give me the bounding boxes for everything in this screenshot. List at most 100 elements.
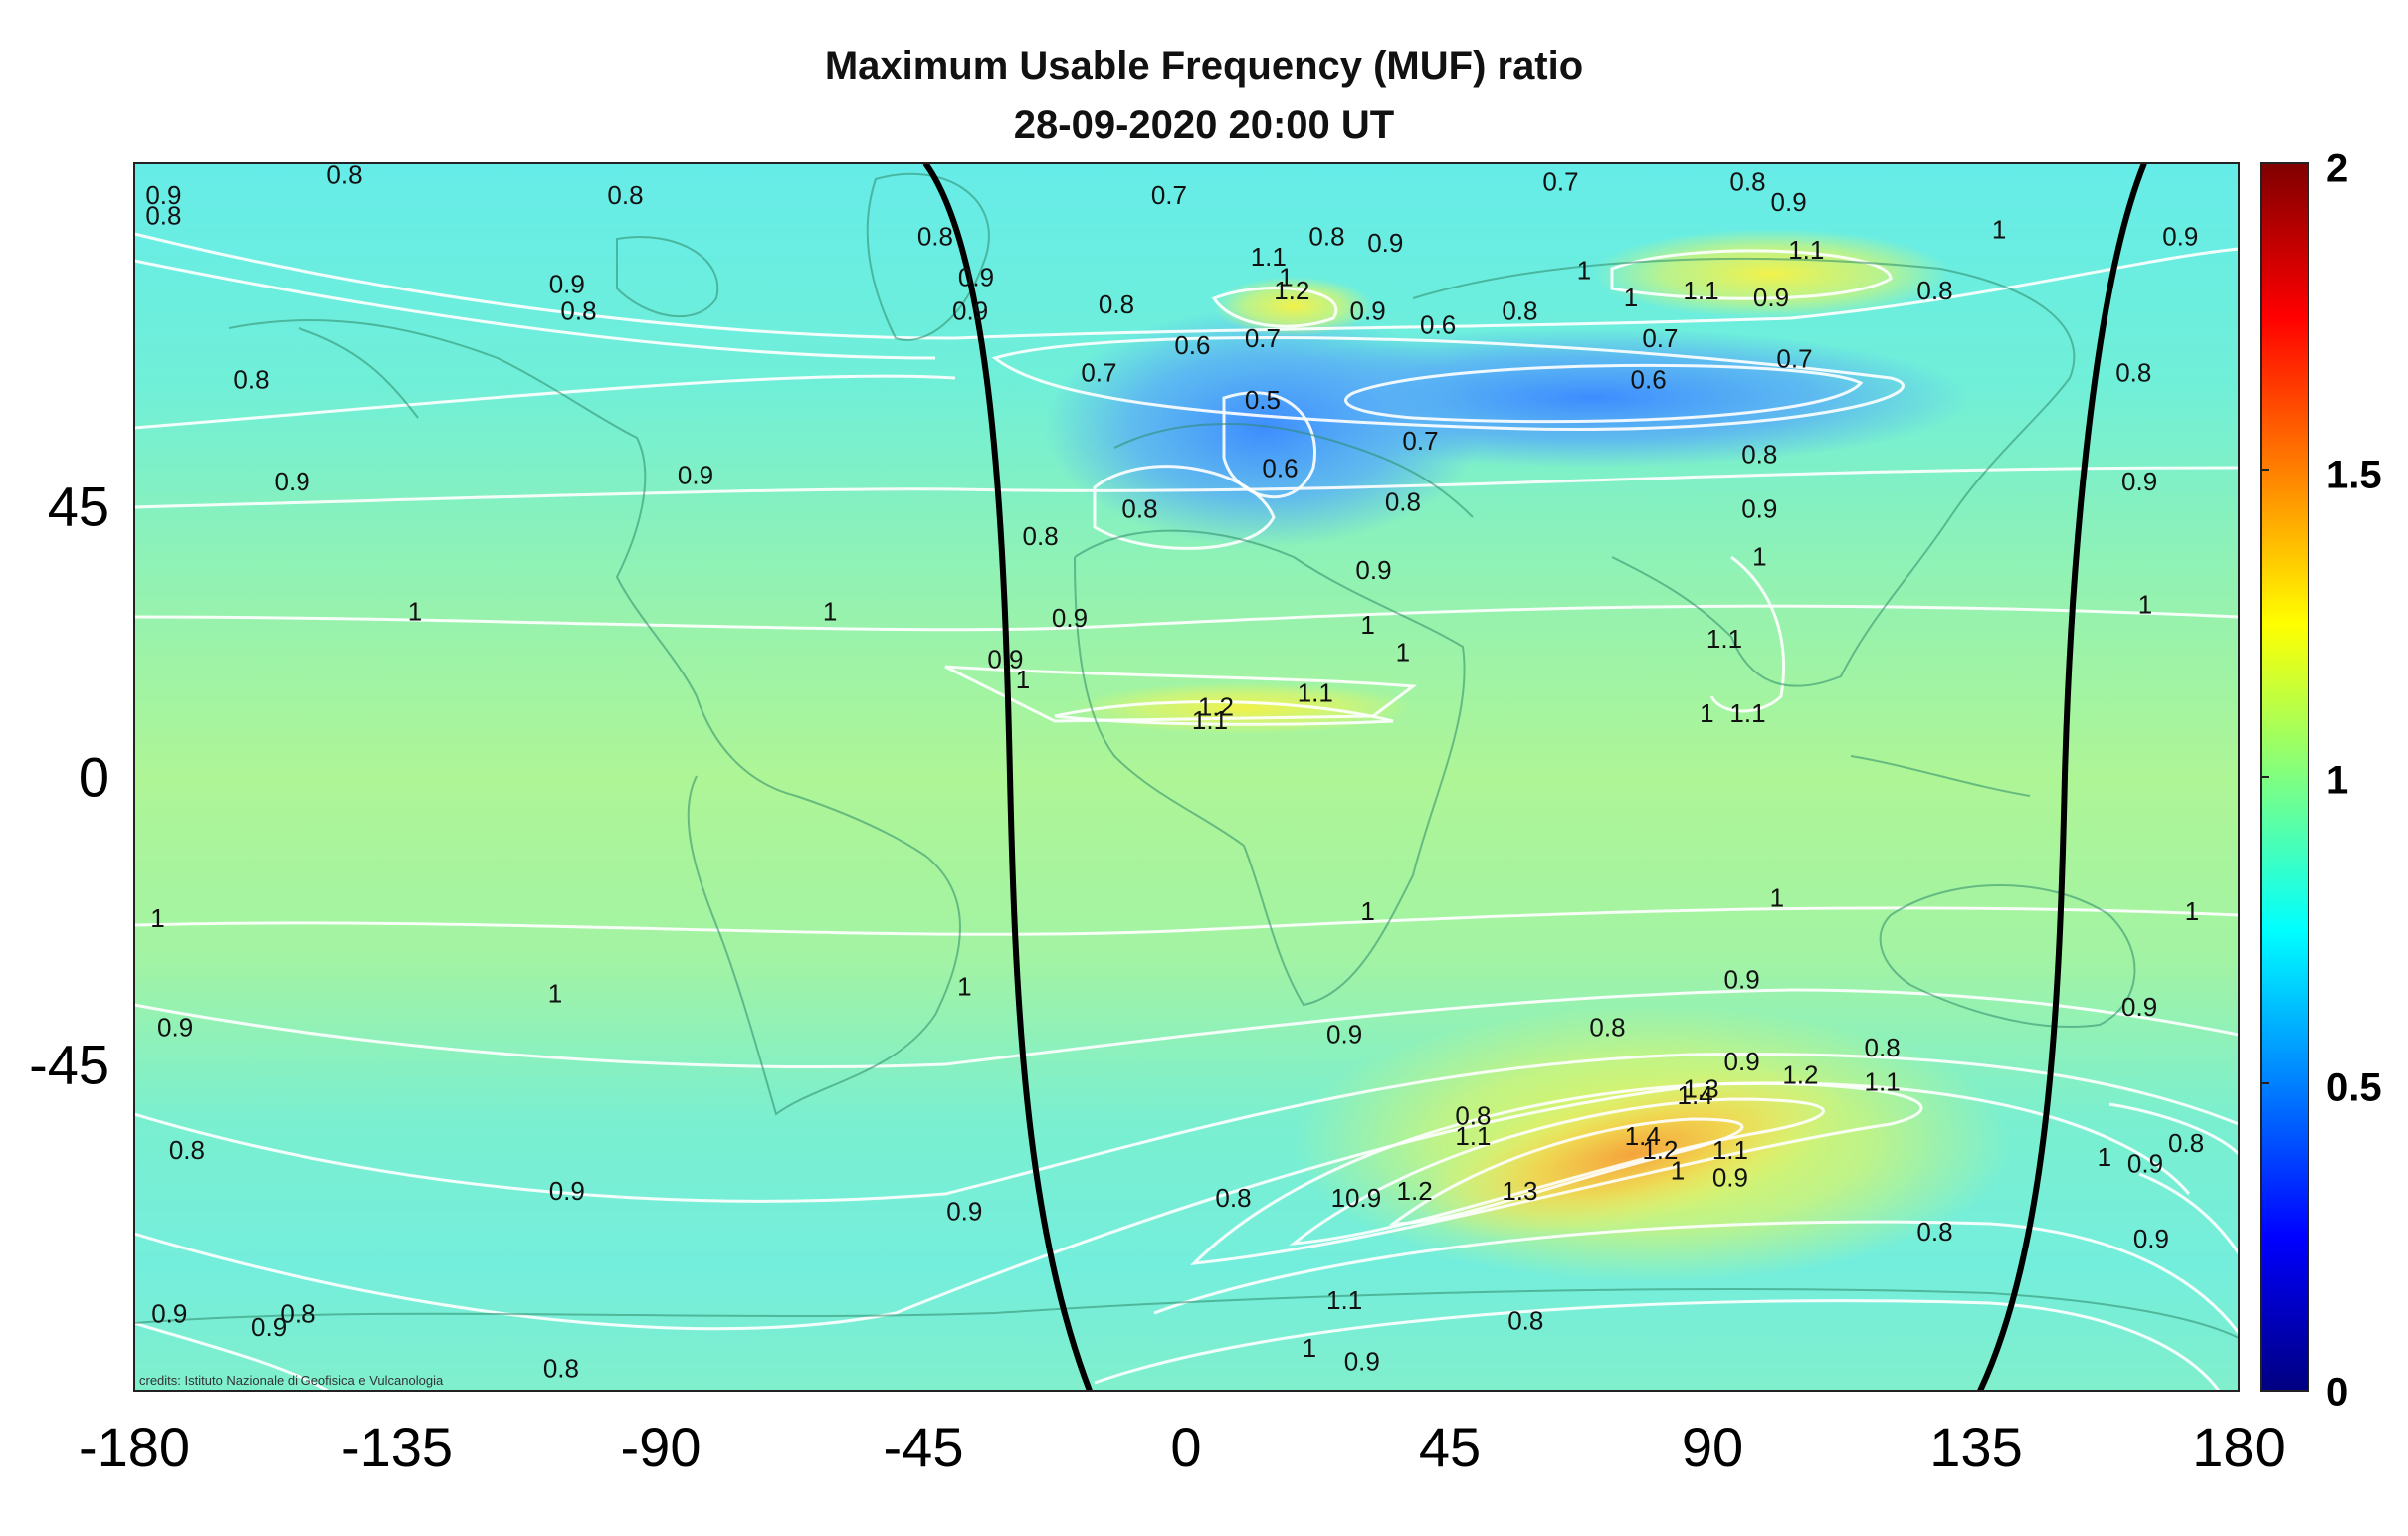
contour-label: 0.7	[1081, 357, 1116, 387]
contour-line	[134, 232, 2239, 340]
contour-label: 1.2	[1782, 1059, 1818, 1089]
contour-label: 0.8	[2115, 357, 2151, 387]
contour-label: 0.7	[1776, 344, 1812, 374]
contour-label: 0.9	[2133, 1224, 2169, 1253]
contour-label: 0.8	[607, 180, 643, 210]
contour-label: 0.9	[1350, 296, 1386, 326]
contour-label: 1.3	[1683, 1073, 1718, 1103]
contour-label: 1.1	[1865, 1066, 1901, 1096]
contour-label: 0.8	[1121, 493, 1157, 523]
chart-subtitle: 28-09-2020 20:00 UT	[1013, 103, 1395, 147]
contour-label: 0.6	[1420, 309, 1456, 339]
contour-label: 0.8	[543, 1353, 579, 1383]
contour-label: 0.9	[1326, 1019, 1362, 1049]
contour-line	[134, 988, 2239, 1068]
contour-label: 0.7	[1642, 323, 1678, 353]
x-tick-label: -135	[340, 1416, 454, 1478]
contour-label: 1.2	[1642, 1135, 1678, 1165]
y-tick-label: 45	[47, 475, 109, 538]
contour-label: 0.9	[151, 1298, 187, 1328]
contour-line	[2138, 1172, 2239, 1254]
contour-label: 0.9	[1771, 187, 1807, 217]
contour-label: 1	[2138, 589, 2152, 619]
contour-line	[134, 604, 2239, 632]
contour-label: 0.9	[1724, 1047, 1760, 1076]
x-tick-label: 45	[1418, 1416, 1482, 1478]
contour-label: 0.9	[987, 644, 1023, 673]
contour-line	[1610, 249, 1893, 300]
contour-line	[1094, 1299, 2221, 1391]
contour-label: 1.1	[1712, 1135, 1748, 1165]
colorbar-tick-label: 2	[2326, 146, 2349, 191]
contour-label: 0.9	[2121, 467, 2157, 496]
contour-label: 0.8	[1507, 1305, 1543, 1335]
contour-label: 0.5	[1245, 385, 1281, 415]
contour-label: 1	[548, 978, 562, 1008]
contour-label: 0.8	[1385, 487, 1421, 517]
coastline-asia	[1412, 258, 2076, 687]
contour-lines	[134, 232, 2239, 1391]
contour-line	[134, 1053, 2239, 1203]
contour-label: 1.1	[1298, 678, 1333, 708]
contour-label: 1	[1671, 1155, 1685, 1185]
contour-label: 1	[2098, 1142, 2111, 1172]
contour-label: 0.9	[2127, 1149, 2163, 1179]
coastline-antarctica	[134, 1288, 2239, 1339]
y-tick-label: 0	[78, 745, 109, 809]
y-tick-label: -45	[29, 1033, 109, 1096]
contour-label: 0.9	[2162, 221, 2198, 251]
colorbar-ticks	[2261, 162, 2269, 1392]
contour-line	[1054, 700, 1394, 726]
contour-label: 1.2	[1198, 691, 1234, 721]
contour-label: 1.1	[1455, 1121, 1491, 1151]
colorbar-tick-label: 0	[2326, 1370, 2349, 1415]
credit-text: credits: Istituto Nazionale di Geofisica…	[139, 1373, 444, 1388]
contour-label: 0.8	[1215, 1183, 1251, 1213]
contour-label: 0.9	[1052, 603, 1088, 633]
contour-label: 1	[1396, 637, 1410, 667]
contour-label: 1	[1770, 882, 1784, 912]
contour-label: 0.8	[560, 296, 596, 326]
contour-label: 0.9	[1712, 1162, 1748, 1192]
contour-label: 1	[1577, 256, 1591, 286]
contour-line	[134, 374, 956, 430]
contour-line	[1344, 363, 1864, 424]
contour-label: 1.1	[1326, 1285, 1362, 1315]
x-tick-label: -45	[883, 1416, 964, 1478]
contour-line	[134, 466, 2239, 509]
colorbar-tick-label: 0.5	[2326, 1065, 2382, 1110]
colorbar-tick-label: 1	[2326, 758, 2349, 803]
contour-label: 1	[1303, 1333, 1316, 1363]
contour-label: 1	[957, 971, 971, 1001]
contour-label: 1.2	[1274, 276, 1309, 305]
coastlines	[134, 172, 2239, 1339]
contour-label: 0.7	[1402, 426, 1438, 456]
contour-label: 1	[150, 903, 164, 933]
contour-label: 1	[2185, 896, 2199, 926]
coastline-indonesia	[1850, 755, 2031, 797]
high-muf-region-scandinavia	[1214, 277, 1373, 336]
contour-label: 1.3	[1502, 1176, 1537, 1206]
contour-label: 1.1	[1729, 698, 1765, 728]
contour-line	[134, 906, 2239, 936]
contour-line	[1388, 1117, 1744, 1226]
contour-label: 1	[1752, 541, 1766, 571]
contour-label: 0.8	[233, 364, 269, 394]
contour-label: 0.7	[1151, 180, 1187, 210]
muf-field: 0.90.80.80.80.90.80.80.9 0.91 10.80.90.90.…	[134, 163, 2239, 1391]
x-tick-label: 90	[1681, 1416, 1744, 1478]
contour-label: 0.8	[1916, 1217, 1952, 1247]
contour-line	[1289, 1097, 1825, 1246]
contour-label: 0.8	[145, 201, 181, 231]
contour-label: 0.8	[2168, 1128, 2204, 1158]
contour-label: 0.9	[958, 262, 994, 291]
contour-label: 0.8	[1023, 521, 1059, 551]
contour-label: 1.2	[1397, 1176, 1433, 1206]
coastline-greenland	[866, 172, 990, 341]
contour-labels: 0.90.80.80.80.90.80.80.9 0.91 10.80.90.90.…	[145, 163, 2204, 1383]
contour-label: 0.6	[1262, 453, 1298, 482]
contour-label: 0.8	[1308, 221, 1344, 251]
contour-label: 0.9	[678, 460, 713, 489]
contour-label: 0.7	[1542, 166, 1578, 196]
contour-label: 1	[1624, 283, 1638, 312]
